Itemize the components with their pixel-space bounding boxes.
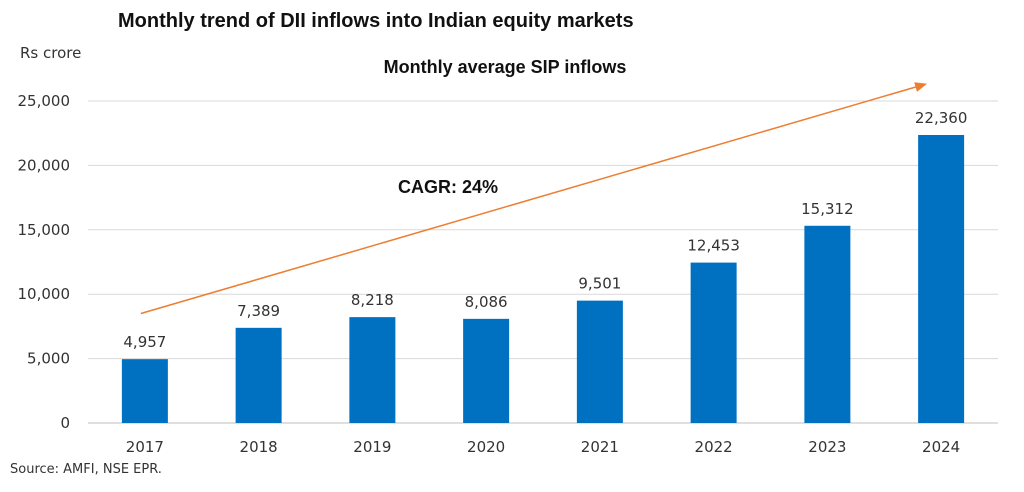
- bar: [804, 225, 851, 423]
- y-tick-label: 0: [60, 414, 70, 432]
- x-tick-label: 2023: [808, 438, 846, 456]
- bar: [235, 327, 282, 423]
- source-note: Source: AMFI, NSE EPR.: [10, 462, 162, 477]
- x-tick-label: 2018: [240, 438, 278, 456]
- page-title: Monthly trend of DII inflows into Indian…: [118, 10, 634, 32]
- bar: [576, 300, 623, 423]
- bar: [463, 318, 510, 423]
- x-tick-label: 2017: [126, 438, 164, 456]
- data-label: 8,086: [465, 293, 508, 311]
- x-tick-label: 2019: [353, 438, 391, 456]
- data-label: 12,453: [687, 237, 740, 255]
- bar: [121, 359, 168, 423]
- data-label: 4,957: [123, 333, 166, 351]
- y-tick-label: 15,000: [18, 221, 71, 239]
- bar: [918, 135, 965, 423]
- cagr-trend-arrow: [140, 82, 928, 315]
- x-tick-label: 2020: [467, 438, 505, 456]
- y-tick-label: 20,000: [18, 156, 71, 174]
- y-axis-unit-label: Rs crore: [20, 44, 82, 62]
- bar: [349, 317, 396, 423]
- data-label: 7,389: [237, 302, 280, 320]
- y-tick-label: 25,000: [18, 92, 71, 110]
- x-tick-label: 2022: [695, 438, 733, 456]
- data-label: 22,360: [915, 109, 968, 127]
- x-tick-label: 2024: [922, 438, 960, 456]
- data-label: 8,218: [351, 291, 394, 309]
- data-label: 15,312: [801, 200, 854, 218]
- chart-title: Monthly average SIP inflows: [383, 57, 627, 77]
- data-label: 9,501: [578, 275, 621, 293]
- bar: [690, 262, 737, 423]
- y-tick-label: 5,000: [27, 350, 70, 368]
- cagr-annotation: CAGR: 24%: [398, 177, 498, 197]
- y-tick-label: 10,000: [18, 285, 71, 303]
- x-tick-label: 2021: [581, 438, 619, 456]
